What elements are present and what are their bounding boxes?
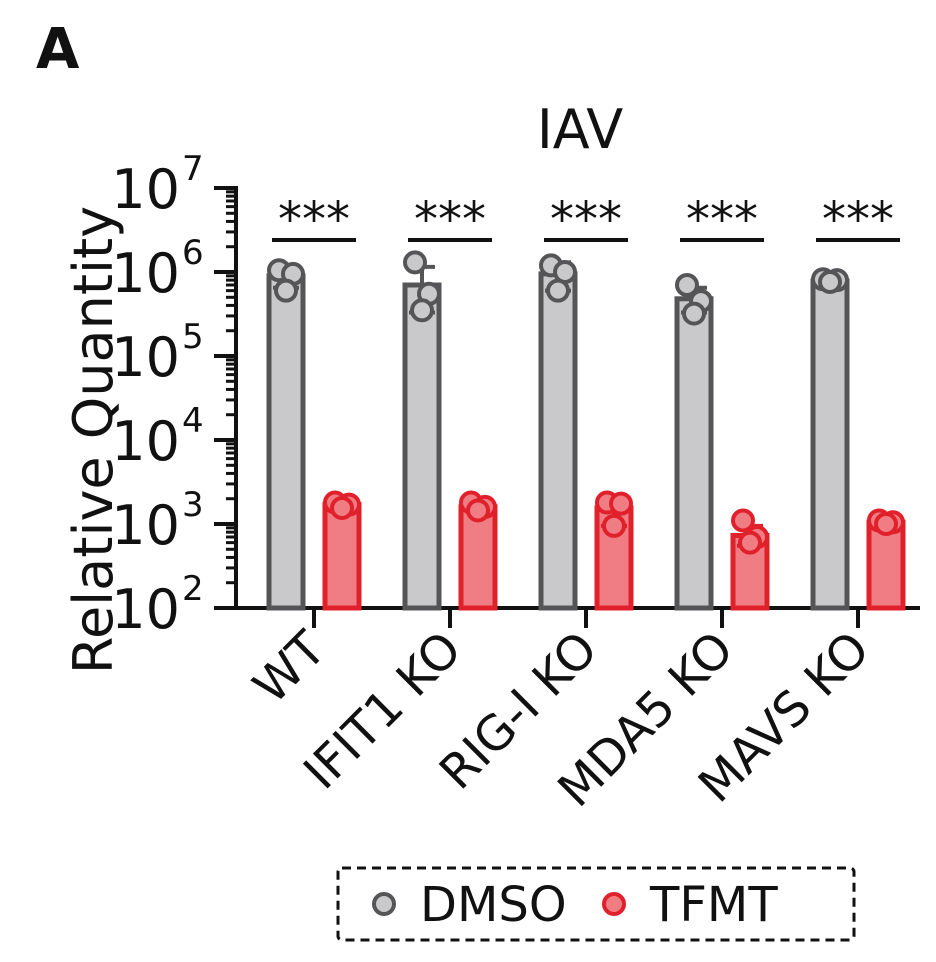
data-point-tfmt xyxy=(466,498,490,523)
bar-tfmt xyxy=(458,504,498,611)
y-tick-exponent: 5 xyxy=(182,317,204,357)
legend-marker-dmso xyxy=(372,892,396,916)
legend-label-tfmt: TFMT xyxy=(649,877,778,933)
y-tick-exponent: 6 xyxy=(182,233,204,273)
significance-label: *** xyxy=(550,192,622,248)
data-point-tfmt xyxy=(609,491,633,516)
y-tick-label: 10 xyxy=(111,242,180,305)
legend-label-dmso: DMSO xyxy=(420,877,567,933)
significance-label: *** xyxy=(278,192,350,248)
significance-label: *** xyxy=(686,192,758,248)
data-point-tfmt xyxy=(874,512,898,536)
y-axis-label: Relative Quantity xyxy=(62,206,125,674)
y-tick-exponent: 2 xyxy=(182,569,204,609)
data-point-tfmt xyxy=(731,508,755,533)
data-point-dmso xyxy=(546,278,570,303)
bar-dmso xyxy=(674,296,714,611)
legend-box xyxy=(336,866,856,942)
y-tick-label: 10 xyxy=(111,158,180,221)
y-tick-exponent: 7 xyxy=(182,149,204,189)
y-tick-label: 10 xyxy=(111,578,180,641)
significance-label: *** xyxy=(822,192,894,248)
data-point-dmso xyxy=(675,273,699,298)
legend-marker-tfmt xyxy=(602,892,626,916)
x-tick-label: WT xyxy=(243,620,337,714)
y-tick-label: 10 xyxy=(111,326,180,389)
y-tick-exponent: 4 xyxy=(182,401,204,441)
data-point-tfmt xyxy=(330,496,354,521)
data-point-dmso xyxy=(818,270,842,295)
y-tick-label: 10 xyxy=(111,494,180,557)
data-point-tfmt xyxy=(738,530,762,555)
data-point-dmso xyxy=(274,278,298,303)
data-point-dmso xyxy=(403,250,427,275)
bar-dmso xyxy=(402,282,442,611)
y-tick-exponent: 3 xyxy=(182,485,204,525)
bar-dmso xyxy=(266,273,306,611)
data-point-tfmt xyxy=(602,513,626,538)
significance-label: *** xyxy=(414,192,486,248)
y-tick-label: 10 xyxy=(111,410,180,473)
bar-dmso xyxy=(538,271,578,611)
bar-dmso xyxy=(810,278,850,611)
bar-tfmt xyxy=(322,502,362,611)
data-point-dmso xyxy=(682,301,706,326)
legend: DMSO TFMT xyxy=(336,866,856,942)
data-point-dmso xyxy=(410,298,434,323)
panel-label: A xyxy=(36,17,80,82)
chart-title: IAV xyxy=(537,98,623,161)
